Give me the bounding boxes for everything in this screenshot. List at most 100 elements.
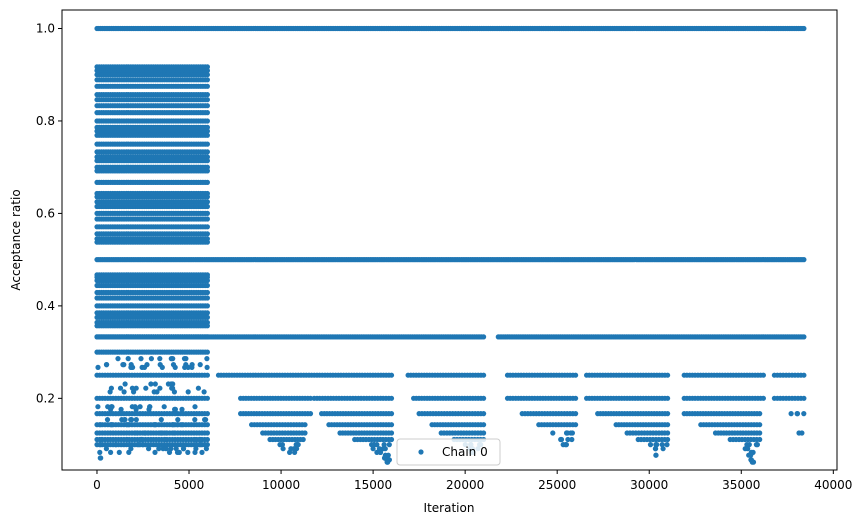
data-point bbox=[481, 430, 487, 436]
data-point bbox=[204, 68, 210, 74]
data-point bbox=[202, 442, 208, 448]
x-axis: 0 5000 10000 15000 20000 25000 30000 35000 40000 bbox=[93, 470, 852, 492]
data-point bbox=[568, 430, 574, 436]
data-point bbox=[132, 430, 138, 436]
data-point bbox=[148, 356, 154, 362]
data-point bbox=[163, 430, 169, 436]
data-point bbox=[138, 356, 144, 362]
y-axis: 0.20.40.60.81.0 bbox=[36, 21, 62, 405]
data-point bbox=[174, 422, 180, 428]
data-point bbox=[108, 406, 114, 412]
data-point bbox=[204, 349, 210, 355]
data-point bbox=[185, 449, 191, 455]
data-point bbox=[121, 389, 127, 395]
data-point bbox=[181, 356, 188, 362]
data-point bbox=[302, 422, 308, 428]
data-point bbox=[204, 411, 210, 417]
data-point bbox=[664, 442, 670, 448]
data-point bbox=[204, 132, 210, 138]
data-point bbox=[660, 446, 666, 452]
data-point bbox=[117, 385, 124, 391]
data-point bbox=[122, 417, 128, 423]
data-point bbox=[162, 436, 168, 443]
data-point bbox=[95, 404, 101, 410]
data-point bbox=[371, 442, 377, 448]
data-point bbox=[384, 459, 390, 465]
data-point bbox=[172, 364, 178, 370]
data-point bbox=[760, 395, 767, 401]
data-point bbox=[157, 385, 163, 391]
data-point bbox=[192, 417, 198, 423]
data-point bbox=[481, 422, 487, 428]
data-point bbox=[659, 442, 665, 448]
data-point bbox=[307, 411, 314, 417]
data-point bbox=[204, 199, 210, 205]
data-point bbox=[159, 430, 165, 436]
data-point bbox=[98, 455, 104, 461]
data-point bbox=[204, 282, 210, 289]
data-point bbox=[204, 97, 210, 103]
data-point bbox=[104, 417, 111, 423]
data-point bbox=[195, 385, 201, 391]
data-point bbox=[300, 436, 306, 443]
data-point bbox=[204, 110, 210, 116]
data-point bbox=[558, 436, 565, 443]
data-point bbox=[104, 362, 110, 368]
data-point bbox=[388, 411, 395, 417]
data-point bbox=[204, 194, 210, 200]
data-point bbox=[182, 364, 188, 370]
data-point bbox=[204, 158, 210, 164]
data-point bbox=[292, 449, 298, 455]
data-point bbox=[108, 422, 114, 428]
data-point bbox=[757, 430, 763, 436]
data-point bbox=[172, 406, 178, 412]
legend-label: Chain 0 bbox=[442, 445, 488, 459]
data-point bbox=[204, 149, 210, 155]
x-tick-label: 5000 bbox=[174, 478, 205, 492]
data-point bbox=[143, 385, 149, 391]
data-point bbox=[794, 411, 800, 417]
data-point bbox=[386, 442, 392, 448]
data-point bbox=[97, 422, 103, 428]
data-point bbox=[750, 459, 757, 465]
data-point bbox=[201, 389, 207, 395]
data-point bbox=[124, 422, 130, 428]
x-tick-label: 0 bbox=[93, 478, 101, 492]
data-point bbox=[204, 372, 210, 378]
data-point bbox=[573, 422, 579, 428]
data-point bbox=[197, 442, 204, 448]
data-point bbox=[152, 422, 158, 428]
data-points bbox=[94, 25, 807, 465]
data-point bbox=[141, 364, 148, 370]
data-point bbox=[204, 356, 210, 362]
data-point bbox=[388, 372, 395, 378]
data-point bbox=[757, 422, 763, 428]
data-point bbox=[481, 411, 487, 417]
data-point bbox=[801, 411, 807, 417]
data-point bbox=[118, 406, 124, 412]
data-point bbox=[277, 442, 283, 448]
data-point bbox=[151, 389, 157, 395]
data-point bbox=[388, 430, 395, 436]
data-point bbox=[801, 334, 807, 340]
data-point bbox=[158, 417, 164, 423]
data-point bbox=[302, 430, 308, 436]
data-point bbox=[204, 77, 210, 83]
data-point bbox=[193, 442, 199, 448]
legend-marker bbox=[418, 449, 424, 455]
legend-box bbox=[396, 438, 501, 466]
data-point bbox=[166, 449, 173, 455]
data-point bbox=[128, 417, 134, 423]
data-point bbox=[197, 362, 203, 368]
data-point bbox=[140, 442, 146, 448]
data-point bbox=[665, 422, 671, 428]
data-point bbox=[192, 404, 198, 410]
data-point bbox=[122, 381, 128, 387]
data-point bbox=[128, 364, 134, 370]
data-point bbox=[573, 372, 579, 378]
data-point bbox=[115, 356, 121, 362]
x-tick-label: 40000 bbox=[814, 478, 852, 492]
x-tick-label: 35000 bbox=[722, 478, 760, 492]
data-point bbox=[565, 436, 571, 443]
data-point bbox=[146, 446, 152, 452]
